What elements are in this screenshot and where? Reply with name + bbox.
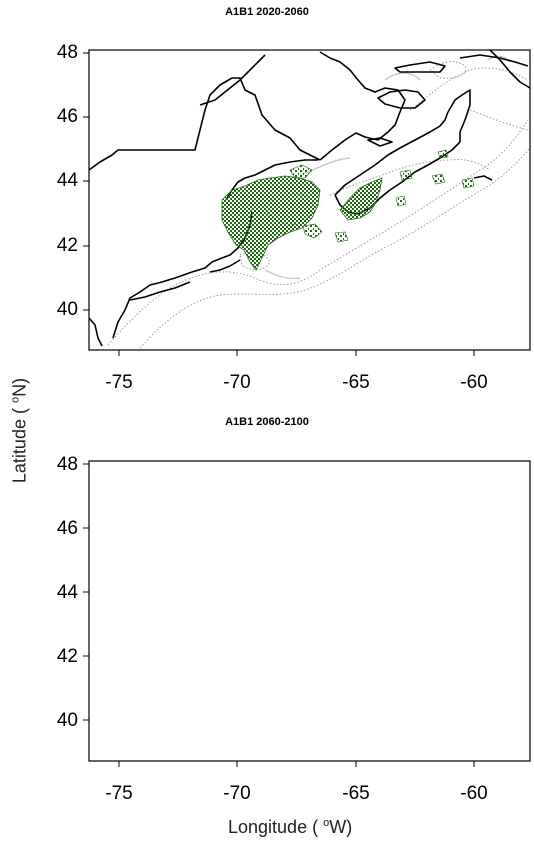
x-axis-label-degree: o [323, 817, 330, 829]
habitat-scotian-shelf-east [431, 173, 446, 185]
habitat-georges-bank [302, 223, 323, 239]
habitat-gulf-of-maine-west [224, 611, 238, 633]
x-axis-label-suffix: W) [329, 817, 353, 837]
habitat-shelf-edge [522, 582, 528, 589]
habitat-scotian-shelf-west [365, 589, 378, 599]
habitat-scotian-shelf-far-east [437, 149, 449, 159]
ytick-label: 40 [56, 710, 78, 731]
habitat-scotian-shelf-mid [398, 573, 412, 583]
xtick-label: -75 [105, 783, 133, 804]
plot-frame-1 [88, 49, 531, 351]
habitat-gulf-of-maine-central [252, 649, 270, 667]
axis-ticks-1 [83, 52, 475, 356]
axis-ticks-2 [83, 463, 475, 767]
panel-title-2: A1B1 2060-2100 [225, 416, 309, 428]
map-panel-2 [89, 461, 530, 759]
habitat-gulf-of-maine-south [230, 647, 246, 667]
panel-title-1: A1B1 2020-2060 [225, 6, 309, 18]
xtick-label: -65 [342, 783, 370, 804]
xtick-label: -75 [105, 372, 133, 393]
coastline [89, 461, 530, 757]
ytick-label: 44 [56, 582, 78, 603]
habitat-patches [221, 149, 475, 271]
habitat-gulf-of-maine-east [250, 623, 266, 639]
habitat-banquereau [461, 177, 475, 189]
ytick-label: 48 [56, 42, 78, 63]
habitat-georges-bank [338, 649, 348, 659]
depth-contours [107, 61, 530, 349]
habitat-scotian-shelf-east [468, 575, 480, 591]
x-axis-label: Longitude ( oW) [228, 817, 352, 838]
habitat-georges-bank-east [334, 231, 349, 243]
x-axis-label-prefix: Longitude ( [228, 817, 324, 837]
ytick-label: 40 [56, 299, 78, 320]
habitat-gulf-of-maine [221, 175, 321, 271]
habitat-gulf-of-maine-north [289, 164, 313, 179]
xtick-label: -70 [223, 372, 251, 393]
coastline [89, 50, 530, 347]
habitat-scotian-shelf-west [339, 177, 383, 221]
map-panel-1 [89, 50, 530, 349]
ytick-label: 42 [56, 235, 78, 256]
ytick-label: 48 [56, 454, 78, 475]
xtick-label: -65 [342, 372, 370, 393]
habitat-scotian-shelf-north [430, 559, 440, 567]
ytick-label: 46 [56, 106, 78, 127]
depth-contours [108, 473, 530, 759]
xtick-label: -60 [460, 372, 488, 393]
ytick-label: 46 [56, 518, 78, 539]
habitat-offshore [399, 169, 413, 181]
ytick-label: 42 [56, 646, 78, 667]
habitat-scotian-shelf-mid [395, 195, 407, 207]
habitat-patches [224, 559, 528, 667]
xtick-label: -70 [223, 783, 251, 804]
plot-frame-2 [88, 460, 531, 762]
ytick-label: 44 [56, 170, 78, 191]
xtick-label: -60 [460, 783, 488, 804]
shelf-contours [265, 467, 510, 689]
